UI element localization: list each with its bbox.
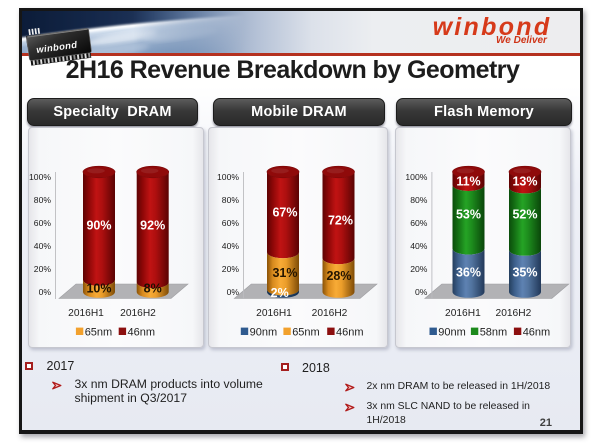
svg-text:2016H1: 2016H1 bbox=[68, 308, 104, 319]
svg-text:100%: 100% bbox=[217, 172, 239, 182]
svg-text:0%: 0% bbox=[39, 287, 52, 297]
svg-text:46nm: 46nm bbox=[128, 326, 156, 338]
svg-text:36%: 36% bbox=[456, 265, 481, 279]
svg-text:58nm: 58nm bbox=[480, 326, 508, 338]
svg-text:100%: 100% bbox=[405, 172, 427, 182]
svg-text:46nm: 46nm bbox=[523, 326, 551, 338]
svg-text:67%: 67% bbox=[272, 205, 297, 219]
svg-text:90%: 90% bbox=[86, 218, 111, 232]
svg-text:53%: 53% bbox=[456, 207, 481, 221]
svg-text:20%: 20% bbox=[222, 264, 240, 274]
svg-text:20%: 20% bbox=[34, 264, 52, 274]
svg-text:11%: 11% bbox=[456, 174, 480, 188]
svg-text:0%: 0% bbox=[415, 287, 428, 297]
svg-text:72%: 72% bbox=[328, 213, 353, 227]
svg-text:10%: 10% bbox=[86, 281, 111, 295]
svg-text:80%: 80% bbox=[410, 195, 428, 205]
svg-text:2016H2: 2016H2 bbox=[120, 308, 156, 319]
svg-text:20%: 20% bbox=[410, 264, 428, 274]
svg-text:90nm: 90nm bbox=[438, 326, 466, 338]
svg-text:40%: 40% bbox=[222, 241, 240, 251]
svg-text:31%: 31% bbox=[272, 266, 297, 280]
svg-text:2016H2: 2016H2 bbox=[496, 308, 532, 319]
svg-text:65nm: 65nm bbox=[85, 326, 113, 338]
svg-text:2016H2: 2016H2 bbox=[312, 308, 348, 319]
svg-text:80%: 80% bbox=[222, 195, 240, 205]
svg-text:winbond: winbond bbox=[36, 39, 78, 55]
svg-text:2016H1: 2016H1 bbox=[256, 308, 292, 319]
svg-text:35%: 35% bbox=[512, 265, 537, 279]
svg-text:2016H1: 2016H1 bbox=[445, 308, 481, 319]
svg-text:8%: 8% bbox=[144, 281, 162, 295]
svg-text:2%: 2% bbox=[271, 286, 289, 300]
svg-text:28%: 28% bbox=[326, 269, 351, 283]
svg-text:90nm: 90nm bbox=[250, 326, 278, 338]
svg-text:80%: 80% bbox=[34, 195, 52, 205]
svg-text:46nm: 46nm bbox=[336, 326, 364, 338]
svg-text:60%: 60% bbox=[34, 218, 52, 228]
svg-text:92%: 92% bbox=[140, 218, 165, 232]
svg-text:52%: 52% bbox=[512, 207, 537, 221]
svg-text:65nm: 65nm bbox=[292, 326, 320, 338]
svg-text:40%: 40% bbox=[34, 241, 52, 251]
svg-text:0%: 0% bbox=[227, 287, 240, 297]
svg-text:60%: 60% bbox=[222, 218, 240, 228]
svg-text:60%: 60% bbox=[410, 218, 428, 228]
svg-text:100%: 100% bbox=[29, 172, 51, 182]
svg-text:13%: 13% bbox=[512, 174, 537, 188]
svg-text:40%: 40% bbox=[410, 241, 428, 251]
